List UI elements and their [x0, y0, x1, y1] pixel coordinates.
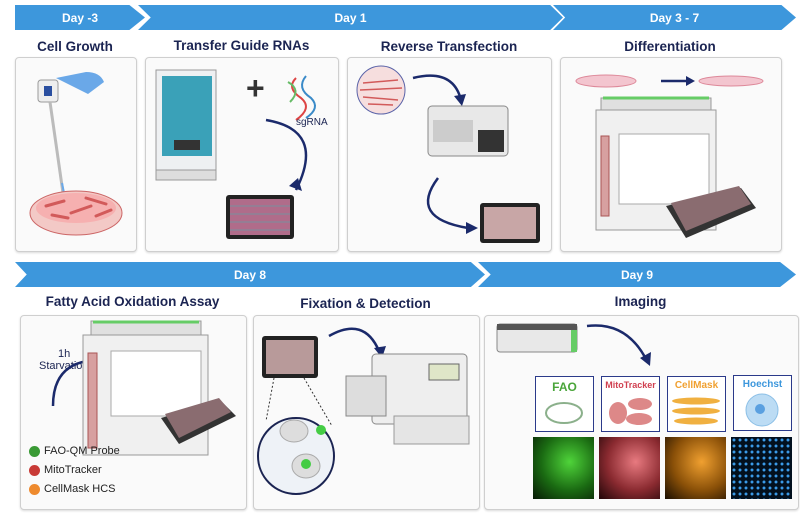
- panel-fixation-detection: [253, 315, 480, 510]
- plus-sign: +: [246, 70, 265, 106]
- mitochondria-outline-icon: [545, 402, 583, 424]
- timeline-day-8: Day 8: [15, 262, 485, 287]
- sgrna-label: sgRNA: [296, 117, 328, 128]
- timeline-day-minus3: Day -3: [15, 5, 145, 30]
- mitochondria-icon: [609, 398, 652, 425]
- cell-membrane-icon: [672, 397, 720, 425]
- stain-card-mitotracker: MitoTracker: [601, 376, 660, 432]
- timeline-label: Day -3: [61, 10, 99, 25]
- stain-label: FAO: [552, 380, 577, 394]
- step-title-transfer: Transfer Guide RNAs: [173, 38, 310, 53]
- panel-cell-growth: [15, 57, 137, 252]
- micrograph-mitotracker: [599, 437, 660, 499]
- timeline-day-1: Day 1: [138, 5, 563, 30]
- step-title-cell-growth: Cell Growth: [37, 39, 113, 54]
- step-title-fixation: Fixation & Detection: [300, 296, 431, 311]
- reverse-transfection-illustration: [356, 65, 540, 243]
- step-title-imaging: Imaging: [614, 294, 667, 309]
- step-title-reverse: Reverse Transfection: [380, 39, 518, 54]
- stain-card-fao: FAO: [535, 376, 594, 432]
- panel-transfer-guide-rnas: + sgRNA: [145, 57, 339, 252]
- stain-card-hoechst: Hoechst: [733, 375, 792, 431]
- imager-illustration: [496, 323, 651, 366]
- fao-incubator-illustration: [51, 320, 236, 456]
- timeline-label: Day 8: [233, 267, 267, 282]
- differentiation-illustration: [575, 74, 764, 238]
- legend-item-mitotracker: MitoTracker: [29, 464, 102, 476]
- stain-label: CellMask: [674, 380, 719, 391]
- legend-item-cellmask-hcs: CellMask HCS: [29, 483, 116, 495]
- timeline-label: Day 9: [620, 267, 654, 282]
- red-dot-icon: [29, 464, 40, 476]
- panel-reverse-transfection: [347, 57, 552, 252]
- legend-label: FAO-QM Probe: [44, 445, 120, 457]
- micrograph-hoechst: [731, 437, 792, 499]
- liquid-handler-icon: [155, 69, 316, 239]
- pipette-icon: [29, 72, 123, 236]
- timeline-label: Day 3 - 7: [649, 10, 700, 25]
- stain-label: Hoechst: [742, 379, 783, 390]
- legend-item-fao-qm-probe: FAO-QM Probe: [29, 445, 120, 457]
- timeline-label: Day 1: [334, 10, 367, 25]
- panel-imaging: FAO MitoTracker CellMask Hoechst: [484, 315, 799, 510]
- legend-label: MitoTracker: [44, 464, 102, 476]
- panel-differentiation: [560, 57, 782, 252]
- timeline-day-3-7: Day 3 - 7: [553, 5, 796, 30]
- timeline-day-9: Day 9: [478, 262, 796, 287]
- green-dot-icon: [29, 445, 40, 457]
- step-title-fao-assay: Fatty Acid Oxidation Assay: [45, 294, 220, 309]
- starvation-time: 1h: [58, 348, 71, 360]
- stain-label: MitoTracker: [605, 380, 656, 390]
- fixation-illustration: [257, 327, 470, 495]
- panel-fao-assay: 1h Starvation FAO-QM Probe MitoTracker C…: [20, 315, 247, 510]
- micrograph-fao: [533, 437, 594, 499]
- nucleus-icon: [745, 393, 779, 427]
- step-title-differentiation: Differentiation: [624, 39, 716, 54]
- micrograph-cellmask: [665, 437, 726, 499]
- orange-dot-icon: [29, 483, 40, 495]
- stain-card-cellmask: CellMask: [667, 376, 726, 432]
- legend-label: CellMask HCS: [44, 483, 116, 495]
